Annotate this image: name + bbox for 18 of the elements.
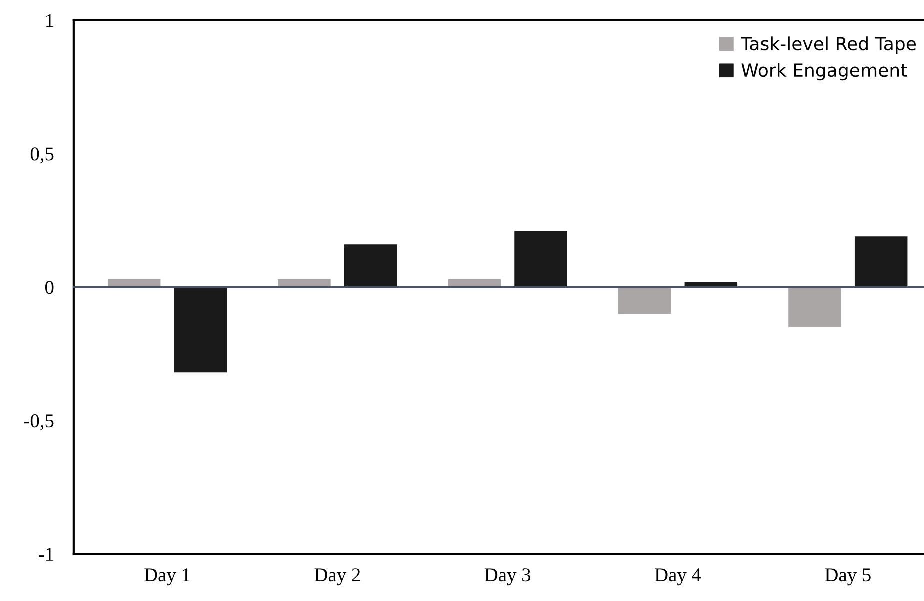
y-tick-label: 1 bbox=[46, 14, 54, 28]
bar bbox=[854, 236, 908, 288]
bar bbox=[618, 287, 672, 314]
y-tick-label: 0,5 bbox=[30, 148, 54, 164]
legend-label: Task-level Red Tape bbox=[741, 36, 916, 54]
x-tick-label: Day 4 bbox=[655, 568, 702, 586]
x-tick-label: Day 2 bbox=[314, 568, 360, 586]
y-tick-label: -0,5 bbox=[24, 414, 54, 430]
bar bbox=[788, 287, 842, 328]
bar bbox=[174, 287, 228, 373]
x-tick-label: Day 1 bbox=[144, 568, 190, 586]
bar bbox=[344, 244, 398, 288]
legend-label: Work Engagement bbox=[742, 63, 908, 81]
x-tick-label: Day 5 bbox=[825, 568, 871, 586]
bar bbox=[514, 231, 568, 288]
x-tick-label: Day 3 bbox=[484, 568, 531, 586]
y-tick-label: -1 bbox=[39, 548, 54, 561]
y-tick-label: 0 bbox=[45, 281, 54, 294]
